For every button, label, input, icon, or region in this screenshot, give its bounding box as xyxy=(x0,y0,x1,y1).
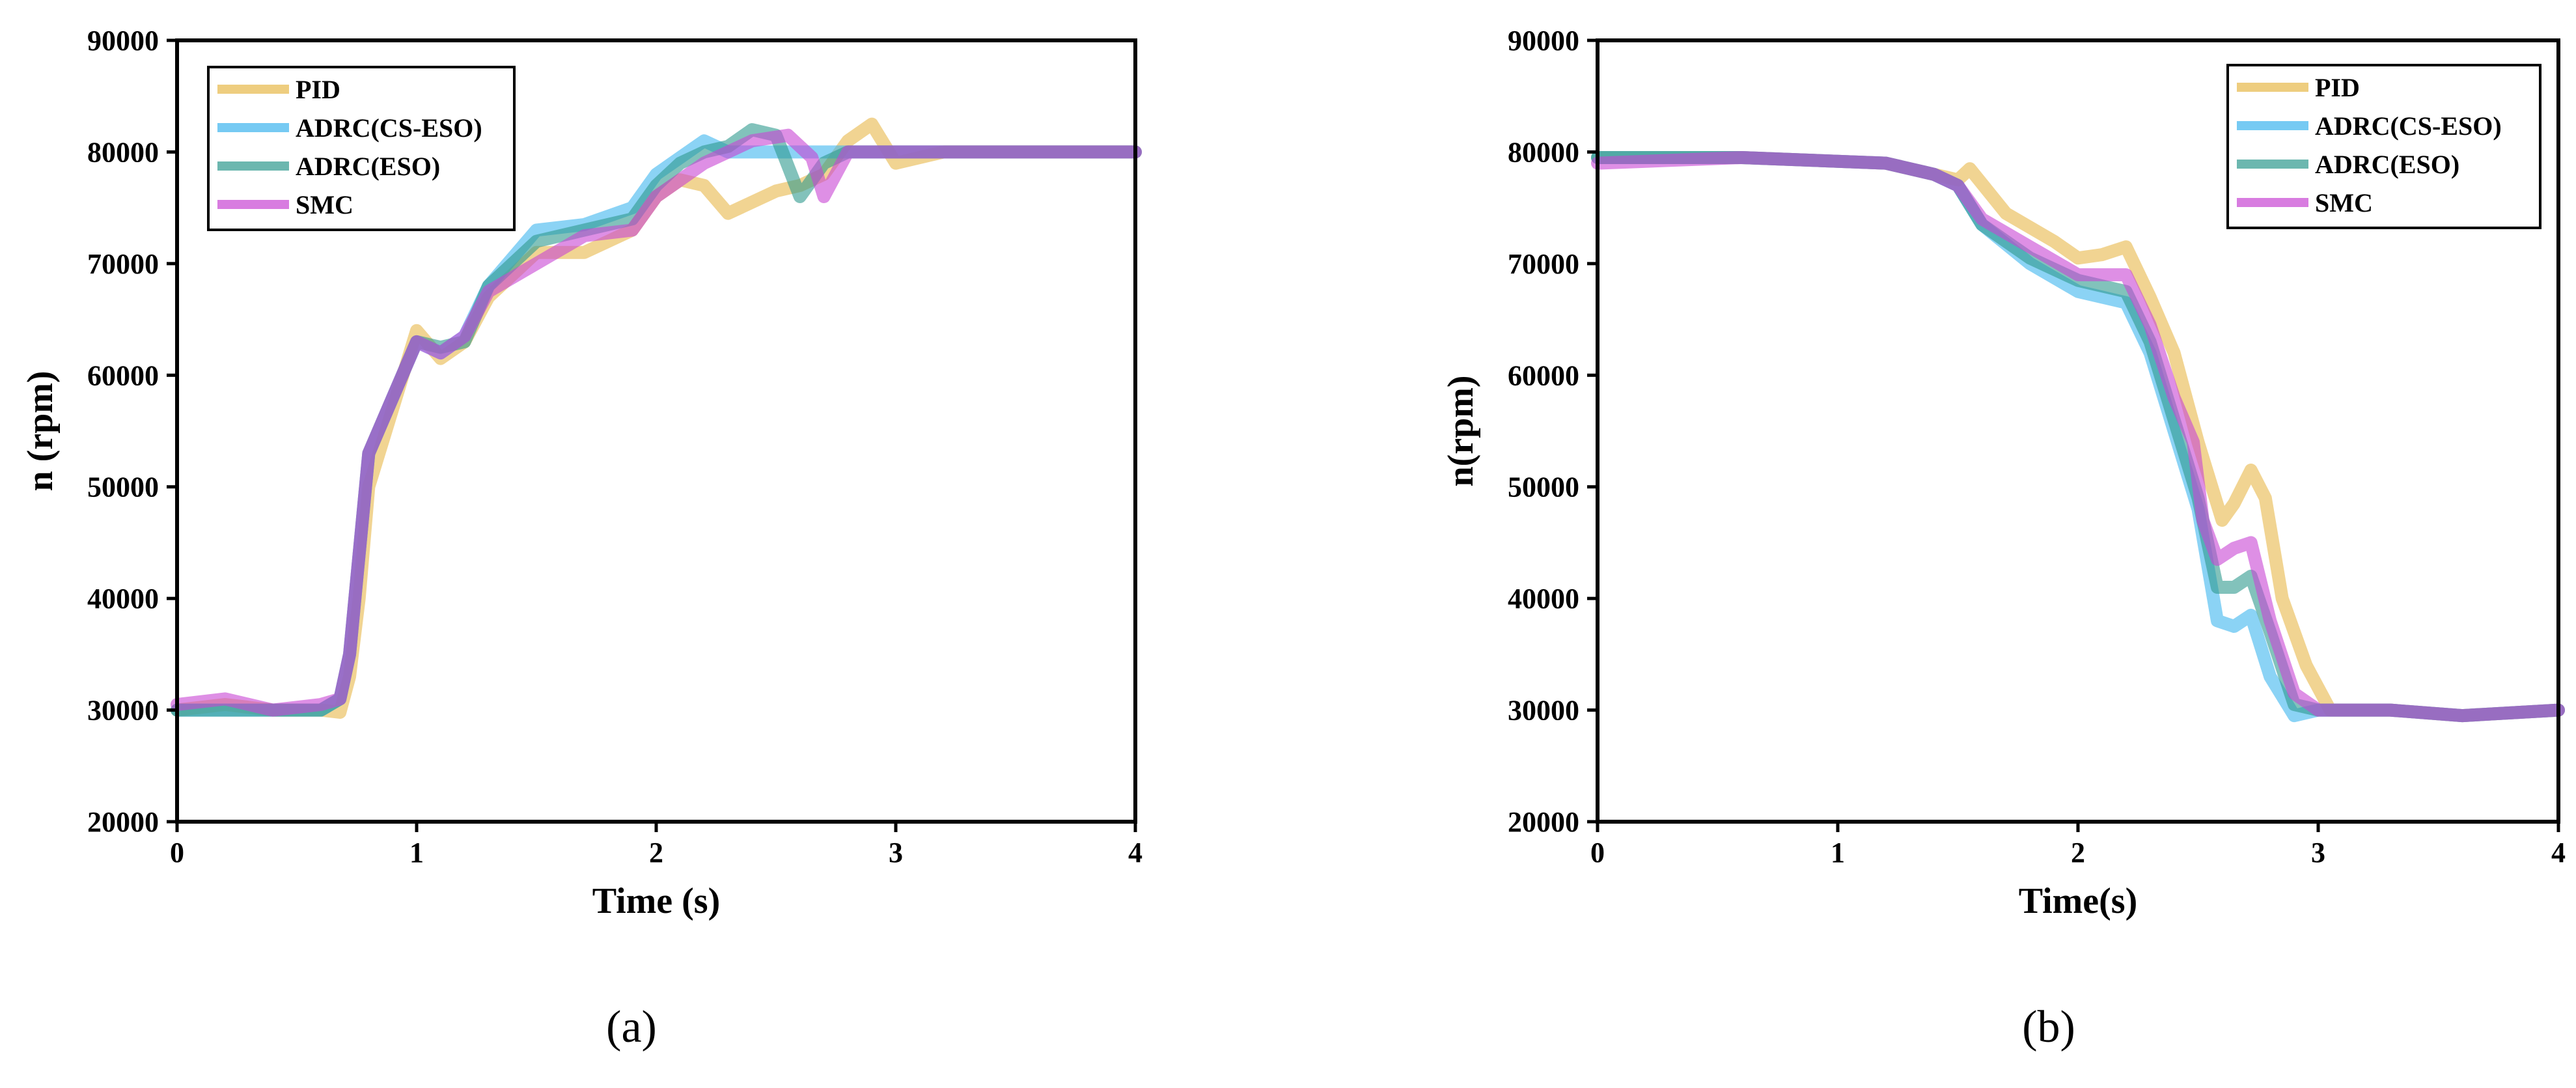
y-tick-label: 30000 xyxy=(87,695,159,727)
y-tick-label: 20000 xyxy=(87,806,159,838)
series-line-adrc-cs-eso xyxy=(1591,151,2565,723)
legend-label: PID xyxy=(2315,73,2360,102)
series-line-pid xyxy=(1591,151,2565,723)
y-tick-label: 50000 xyxy=(1508,471,1579,503)
y-axis-label: n(rpm) xyxy=(1441,375,1481,486)
x-tick-label: 4 xyxy=(2551,837,2566,869)
y-tick-label: 80000 xyxy=(1508,136,1579,168)
x-tick-label: 0 xyxy=(170,837,184,869)
series-line-adrc-eso xyxy=(1591,151,2565,723)
legend-label: ADRC(CS-ESO) xyxy=(296,113,482,143)
legend-label: ADRC(ESO) xyxy=(2315,150,2459,179)
chart-panel-b: 0 1 2 3 4 20000 30000 40000 50000 60000 70000 80000… xyxy=(1441,25,2566,1052)
series-line-smc xyxy=(171,128,1142,717)
legend-label: ADRC(ESO) xyxy=(296,152,440,181)
legend-label: ADRC(CS-ESO) xyxy=(2315,111,2502,141)
x-axis-label: Time(s) xyxy=(2019,881,2138,921)
legend-label: PID xyxy=(296,75,340,104)
chart-panel-a: 0 1 2 3 4 20000 30000 40000 50000 60000 70000 80000… xyxy=(20,25,1143,1052)
x-tick-label: 0 xyxy=(1590,837,1605,869)
y-tick-label: 90000 xyxy=(1508,25,1579,57)
y-tick-label: 20000 xyxy=(1508,806,1579,838)
x-tick-label: 2 xyxy=(2071,837,2085,869)
y-tick-label: 60000 xyxy=(87,359,159,391)
panel-label: (a) xyxy=(606,1002,657,1052)
series-line-smc xyxy=(1591,151,2565,723)
panel-label: (b) xyxy=(2022,1002,2075,1052)
x-tick-label: 2 xyxy=(649,837,663,869)
x-tick-label: 1 xyxy=(409,837,424,869)
y-tick-label: 70000 xyxy=(87,248,159,280)
y-tick-label: 60000 xyxy=(1508,359,1579,391)
y-tick-label: 30000 xyxy=(1508,695,1579,727)
legend-label: SMC xyxy=(296,190,353,219)
y-tick-label: 80000 xyxy=(87,136,159,168)
legend-label: SMC xyxy=(2315,188,2373,217)
y-axis-label: n (rpm) xyxy=(20,370,61,491)
x-tick-label: 3 xyxy=(2311,837,2325,869)
y-tick-label: 50000 xyxy=(87,471,159,503)
y-tick-label: 40000 xyxy=(1508,583,1579,615)
y-tick-label: 70000 xyxy=(1508,248,1579,280)
x-tick-label: 4 xyxy=(1128,837,1143,869)
x-axis-label: Time (s) xyxy=(592,881,721,921)
x-tick-label: 3 xyxy=(889,837,903,869)
x-tick-label: 1 xyxy=(1831,837,1845,869)
y-tick-label: 90000 xyxy=(87,25,159,57)
y-tick-label: 40000 xyxy=(87,583,159,615)
